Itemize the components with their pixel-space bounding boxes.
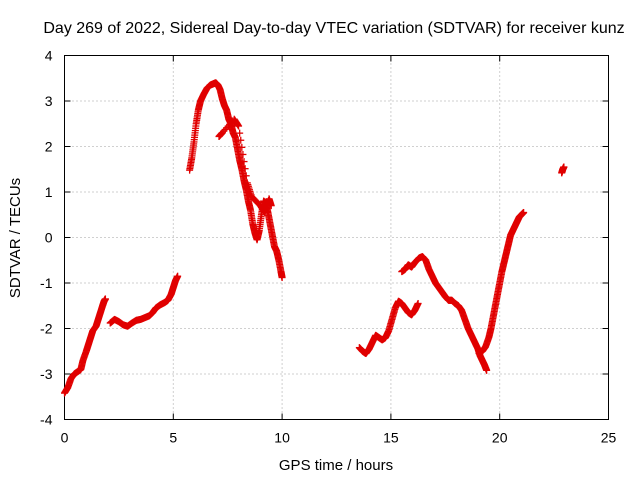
y-tick-label: 3 (45, 93, 53, 109)
data-point (235, 122, 243, 130)
data-point (236, 129, 244, 137)
data-point (267, 202, 275, 210)
data-point (241, 165, 249, 173)
data-point (240, 158, 248, 166)
y-tick-label: -3 (40, 366, 53, 382)
x-axis-label: GPS time / hours (279, 457, 393, 474)
x-tick-label: 5 (169, 430, 177, 446)
y-axis-label: SDTVAR / TECUs (7, 178, 24, 298)
data-point (174, 272, 182, 280)
x-tick-label: 20 (492, 430, 508, 446)
data-point (520, 208, 528, 216)
x-tick-label: 10 (274, 430, 290, 446)
data-point (239, 150, 247, 158)
y-tick-label: 1 (45, 184, 53, 200)
y-tick-label: -2 (40, 321, 53, 337)
data-point (414, 299, 422, 307)
y-tick-label: 2 (45, 139, 53, 155)
x-tick-label: 0 (61, 430, 69, 446)
data-point (242, 172, 250, 180)
data-point (101, 295, 109, 303)
chart-title: Day 269 of 2022, Sidereal Day-to-day VTE… (43, 20, 624, 37)
data-point (237, 136, 245, 144)
y-tick-labels: -4 -3 -2 -1 0 1 2 3 4 (40, 48, 53, 428)
y-tick-label: -1 (40, 275, 53, 291)
data-point (483, 366, 491, 374)
grid (64, 55, 609, 420)
data-point (560, 163, 568, 171)
y-tick-label: 0 (45, 230, 53, 246)
x-tick-label: 15 (383, 430, 399, 446)
data-point (278, 274, 286, 282)
y-tick-label: 4 (45, 48, 53, 64)
x-tick-labels: 0 5 10 15 20 25 (61, 430, 617, 446)
y-tick-label: -4 (40, 412, 53, 428)
data-points (61, 79, 568, 397)
axis-ticks (64, 55, 609, 420)
x-tick-label: 25 (601, 430, 617, 446)
data-point (238, 143, 246, 151)
